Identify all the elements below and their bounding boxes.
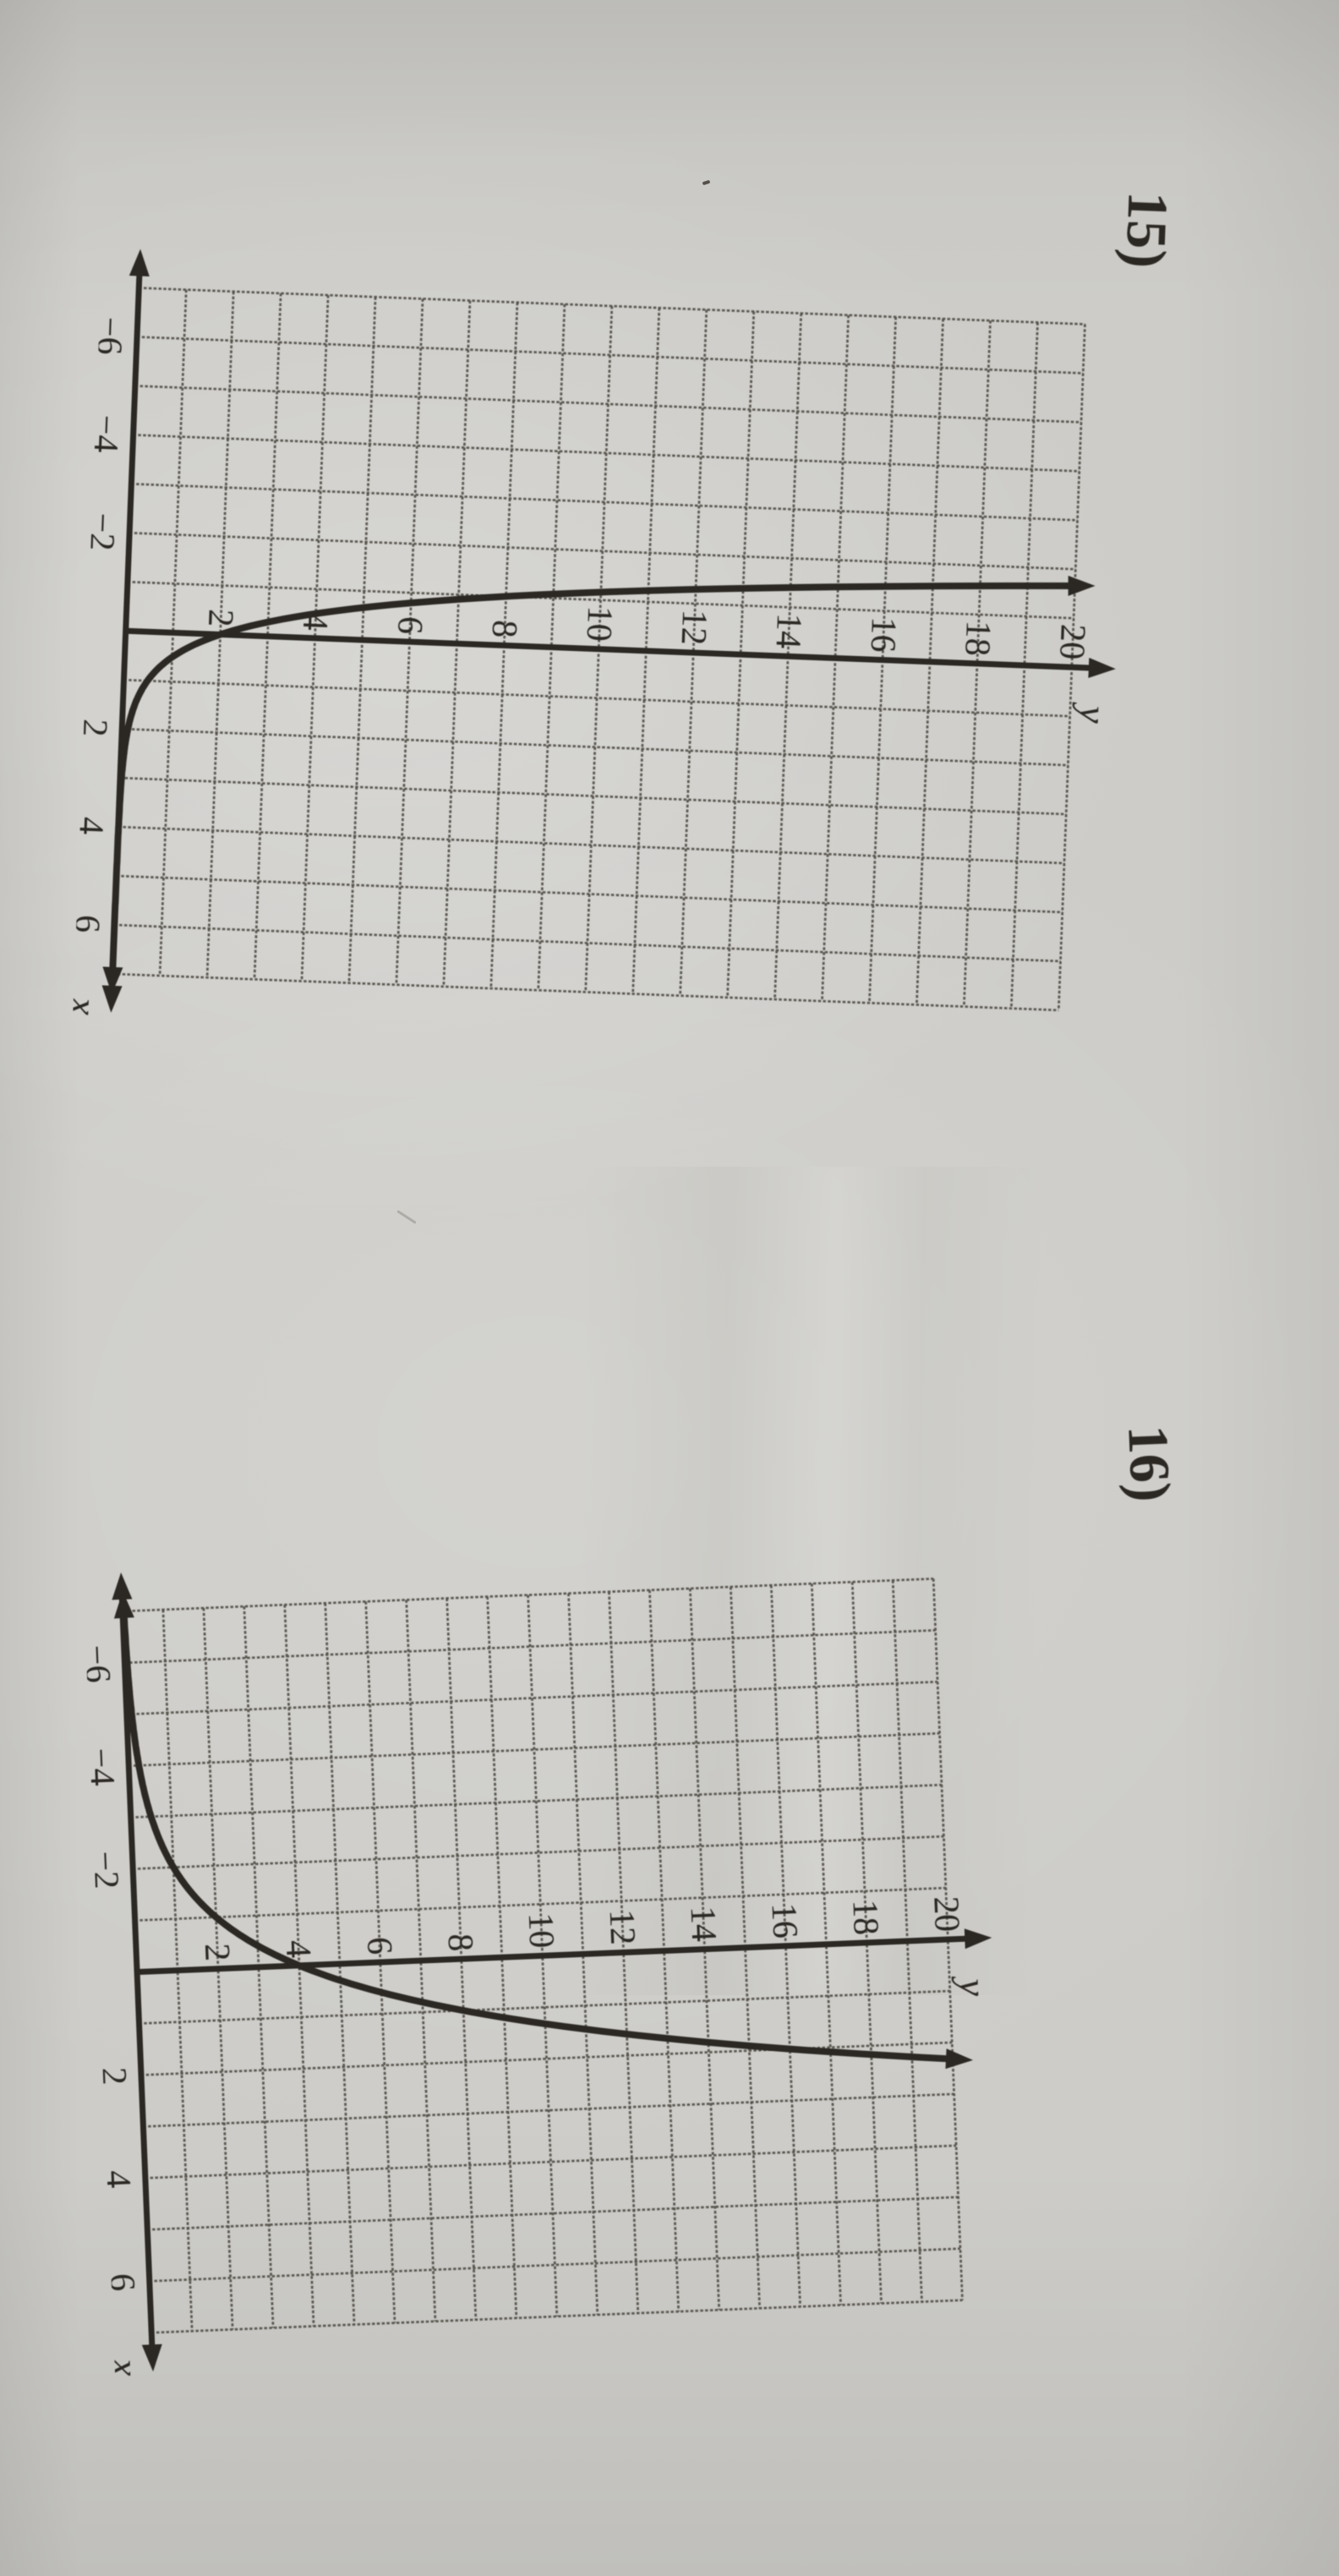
svg-text:4: 4 <box>72 816 110 835</box>
exponential-growth-plot: −6 −4 −2 2 4 6 2 4 6 8 10 12 14 16 18 20 x y <box>77 1572 995 2377</box>
svg-text:10: 10 <box>579 605 620 643</box>
paper-speck <box>702 179 711 186</box>
svg-text:16: 16 <box>862 616 903 654</box>
svg-text:6: 6 <box>390 615 429 635</box>
svg-text:8: 8 <box>440 1933 480 1952</box>
svg-text:4: 4 <box>98 2169 138 2189</box>
problem-16-number: 16) <box>1116 1424 1184 1503</box>
svg-text:20: 20 <box>1052 623 1092 660</box>
svg-text:−4: −4 <box>85 414 126 453</box>
problem-15-graph: −6 −4 −2 2 4 6 2 4 6 8 10 12 14 16 18 20 x y <box>62 240 1137 1071</box>
svg-text:20: 20 <box>926 1895 966 1933</box>
svg-text:−2: −2 <box>81 512 122 551</box>
svg-text:8: 8 <box>484 620 524 639</box>
svg-text:6: 6 <box>359 1936 399 1955</box>
axes <box>112 1572 992 2372</box>
svg-text:18: 18 <box>957 620 997 657</box>
svg-text:−6: −6 <box>83 1644 118 1683</box>
svg-text:12: 12 <box>602 1909 642 1946</box>
svg-text:16: 16 <box>763 1902 804 1939</box>
svg-text:14: 14 <box>768 612 808 649</box>
svg-text:2: 2 <box>197 1943 237 1962</box>
svg-text:−6: −6 <box>89 316 129 355</box>
svg-text:6: 6 <box>72 914 106 933</box>
svg-text:−2: −2 <box>85 1851 125 1890</box>
svg-text:2: 2 <box>94 2066 134 2086</box>
x-axis-label: x <box>103 2357 147 2377</box>
y-tick-labels: 2 4 6 8 10 12 14 16 18 20 <box>200 605 1092 660</box>
y-axis-label: y <box>951 1975 995 1998</box>
svg-text:12: 12 <box>674 609 714 646</box>
problem-15-number: 15) <box>1113 190 1182 270</box>
svg-text:2: 2 <box>200 609 240 628</box>
svg-text:6: 6 <box>101 2272 141 2292</box>
svg-text:4: 4 <box>278 1939 318 1959</box>
problem-16-graph: −6 −4 −2 2 4 6 2 4 6 8 10 12 14 16 18 20 x y <box>77 1530 1015 2393</box>
curve <box>113 1590 974 2070</box>
y-tick-labels: 2 4 6 8 10 12 14 16 18 20 <box>197 1895 966 1962</box>
svg-text:−4: −4 <box>83 1747 121 1786</box>
x-axis-label: x <box>72 996 106 1016</box>
svg-text:14: 14 <box>683 1906 724 1943</box>
paper-smudge <box>396 1210 417 1224</box>
svg-text:2: 2 <box>74 718 114 737</box>
svg-text:18: 18 <box>844 1899 885 1936</box>
curve <box>102 575 1096 994</box>
svg-text:10: 10 <box>521 1911 561 1949</box>
y-axis-label: y <box>1071 702 1115 725</box>
